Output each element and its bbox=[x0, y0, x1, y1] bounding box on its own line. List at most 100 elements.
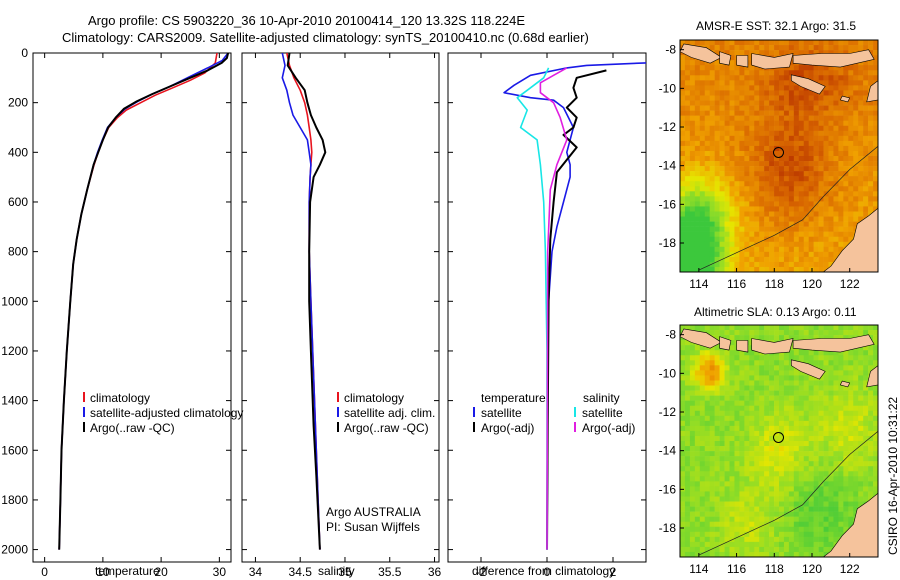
map-cell bbox=[729, 181, 735, 187]
map-cell bbox=[769, 526, 775, 533]
map-cell bbox=[803, 330, 809, 336]
map-cell bbox=[783, 506, 790, 512]
map-cell bbox=[808, 441, 814, 447]
isobath-line bbox=[698, 146, 878, 271]
map-cell bbox=[724, 380, 730, 386]
map-cell bbox=[779, 355, 785, 361]
map-cell bbox=[808, 546, 814, 553]
map-cell bbox=[863, 481, 869, 487]
map-cell bbox=[774, 166, 780, 172]
map-cell bbox=[699, 60, 706, 66]
map-cell bbox=[818, 115, 824, 121]
map-cell bbox=[684, 325, 691, 331]
map-cell bbox=[863, 400, 869, 406]
map-cell bbox=[788, 435, 795, 442]
island-shape bbox=[736, 55, 749, 68]
map-cell bbox=[863, 385, 869, 391]
map-cell bbox=[759, 125, 765, 132]
map-cell bbox=[798, 161, 805, 167]
map-cell bbox=[749, 375, 755, 381]
map-cell bbox=[699, 241, 706, 248]
map-cell bbox=[833, 95, 839, 101]
map-cell bbox=[803, 541, 809, 548]
map-cell bbox=[873, 140, 878, 147]
map-cell bbox=[788, 486, 795, 492]
map-cell bbox=[729, 166, 735, 172]
map-cell bbox=[873, 201, 878, 207]
map-cell bbox=[843, 491, 849, 497]
map-cell bbox=[793, 171, 800, 177]
map-cell bbox=[709, 536, 715, 543]
map-cell bbox=[843, 90, 849, 96]
map-cell bbox=[798, 100, 805, 106]
map-cell bbox=[709, 481, 715, 487]
map-cell bbox=[774, 256, 780, 263]
map-cell bbox=[823, 360, 829, 366]
map-cell bbox=[714, 405, 720, 412]
map-cell bbox=[788, 186, 795, 192]
island-shape bbox=[792, 334, 875, 353]
map-cell bbox=[729, 90, 735, 96]
map-cell bbox=[863, 390, 869, 396]
map-cell bbox=[788, 90, 795, 96]
map-cell bbox=[724, 466, 730, 472]
map-cell bbox=[694, 70, 701, 76]
map-cell bbox=[739, 246, 745, 253]
map-cell bbox=[719, 261, 725, 268]
map-cell bbox=[759, 50, 765, 56]
map-cell bbox=[873, 130, 878, 137]
map-cell bbox=[744, 171, 750, 177]
map-cell bbox=[739, 456, 745, 462]
map-cell bbox=[833, 375, 839, 381]
map-cell bbox=[684, 541, 691, 548]
map-cell bbox=[783, 330, 790, 336]
map-cell bbox=[838, 526, 844, 533]
map-cell bbox=[714, 150, 720, 157]
map-cell bbox=[739, 415, 745, 422]
map-cell bbox=[863, 360, 869, 366]
map-cell bbox=[704, 441, 710, 447]
map-cell bbox=[774, 541, 780, 548]
map-cell bbox=[858, 191, 864, 197]
map-cell bbox=[699, 145, 706, 152]
map-cell bbox=[798, 206, 805, 212]
map-cell bbox=[833, 501, 839, 507]
map-cell bbox=[813, 150, 819, 157]
map-cell bbox=[689, 130, 696, 137]
map-cell bbox=[694, 395, 701, 401]
map-cell bbox=[754, 85, 760, 91]
map-cell bbox=[734, 365, 740, 371]
map-cell bbox=[803, 335, 809, 341]
map-cell bbox=[739, 221, 745, 227]
map-cell bbox=[793, 251, 800, 258]
map-cell bbox=[704, 161, 710, 167]
map-cell bbox=[868, 415, 874, 422]
map-cell bbox=[838, 125, 844, 132]
map-cell bbox=[808, 461, 814, 467]
map-cell bbox=[813, 196, 819, 202]
map-cell bbox=[744, 85, 750, 91]
map-cell bbox=[774, 335, 780, 341]
float-owner: Argo AUSTRALIA bbox=[326, 505, 421, 519]
map-cell bbox=[749, 506, 755, 512]
map-cell bbox=[769, 390, 775, 396]
map-cell bbox=[848, 130, 854, 137]
map-cell bbox=[734, 541, 740, 548]
map-cell bbox=[764, 541, 770, 548]
map-cell bbox=[719, 231, 725, 237]
map-cell bbox=[684, 130, 691, 137]
map-cell bbox=[838, 166, 844, 172]
map-cell bbox=[749, 80, 755, 86]
map-cell bbox=[739, 256, 745, 263]
map-cell bbox=[803, 375, 809, 381]
map-cell bbox=[754, 375, 760, 381]
map-cell bbox=[759, 196, 765, 202]
map-cell bbox=[749, 90, 755, 96]
map-cell bbox=[749, 65, 755, 71]
map-cell bbox=[808, 446, 814, 452]
map-cell bbox=[823, 446, 829, 452]
map-cell bbox=[684, 471, 691, 477]
map-cell bbox=[818, 551, 824, 557]
map-cell bbox=[843, 161, 849, 167]
map-cell bbox=[689, 150, 696, 157]
